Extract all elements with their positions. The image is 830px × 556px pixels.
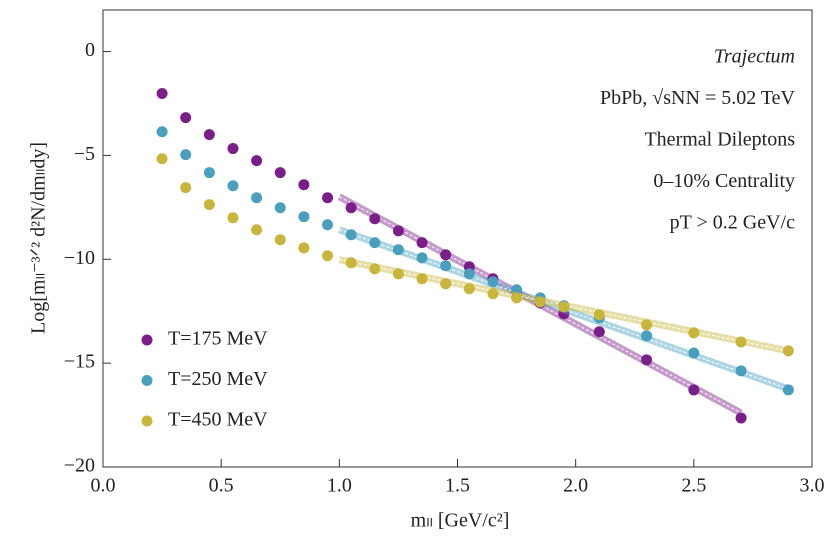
fit-line bbox=[339, 229, 789, 390]
data-point bbox=[251, 224, 263, 236]
data-point bbox=[227, 180, 239, 192]
data-point bbox=[688, 347, 700, 359]
legend-label: T=250 MeV bbox=[168, 368, 268, 390]
y-tick-label: 0 bbox=[85, 39, 95, 61]
legend-label: T=175 MeV bbox=[168, 328, 268, 350]
data-point bbox=[369, 237, 381, 249]
x-tick-label: 0.0 bbox=[91, 475, 116, 497]
data-point bbox=[392, 244, 404, 256]
data-point bbox=[487, 288, 499, 300]
data-point bbox=[274, 234, 286, 246]
x-tick-label: 1.0 bbox=[327, 475, 352, 497]
data-point bbox=[156, 88, 168, 100]
fit-line bbox=[339, 196, 742, 414]
data-point bbox=[534, 296, 546, 308]
data-point bbox=[156, 126, 168, 138]
data-point bbox=[593, 326, 605, 338]
legend-marker bbox=[141, 375, 153, 386]
data-point bbox=[735, 365, 747, 377]
annotation: 0–10% Centrality bbox=[653, 170, 795, 192]
data-point bbox=[322, 219, 334, 231]
legend-marker bbox=[141, 334, 153, 346]
data-point bbox=[251, 192, 263, 204]
data-point bbox=[298, 211, 310, 223]
data-point bbox=[782, 345, 794, 357]
data-point bbox=[416, 237, 428, 249]
data-point bbox=[688, 384, 700, 396]
data-point bbox=[203, 167, 215, 179]
legend-marker bbox=[141, 415, 153, 427]
data-point bbox=[440, 249, 452, 261]
y-tick-label: −5 bbox=[74, 143, 95, 165]
data-point bbox=[688, 327, 700, 339]
data-point bbox=[511, 292, 523, 304]
data-point bbox=[345, 202, 357, 214]
data-point bbox=[641, 330, 653, 342]
data-point bbox=[463, 268, 475, 280]
data-point bbox=[298, 242, 310, 254]
y-axis-label: Log[mₗₗ⁻³ᐟ² d²N/dmₗₗdy] bbox=[28, 142, 50, 334]
annotation: Thermal Dileptons bbox=[644, 129, 795, 151]
data-point bbox=[416, 252, 428, 264]
legend-label: T=450 MeV bbox=[168, 409, 268, 431]
data-point bbox=[735, 412, 747, 424]
data-point bbox=[593, 309, 605, 321]
y-tick-label: −20 bbox=[64, 455, 95, 477]
data-point bbox=[227, 212, 239, 224]
data-point bbox=[463, 283, 475, 295]
x-tick-label: 0.5 bbox=[209, 475, 234, 497]
data-point bbox=[322, 192, 334, 204]
data-point bbox=[392, 268, 404, 280]
y-tick-label: −10 bbox=[64, 247, 95, 269]
data-point bbox=[641, 319, 653, 331]
data-point bbox=[440, 260, 452, 272]
data-point bbox=[274, 167, 286, 179]
data-point bbox=[511, 284, 523, 296]
annotation: Trajectum bbox=[714, 46, 795, 68]
x-tick-label: 3.0 bbox=[800, 475, 825, 497]
data-point bbox=[782, 384, 794, 396]
data-point bbox=[345, 257, 357, 269]
data-point bbox=[735, 336, 747, 348]
x-tick-label: 2.0 bbox=[563, 475, 588, 497]
data-point bbox=[641, 354, 653, 366]
x-tick-label: 1.5 bbox=[445, 475, 470, 497]
data-point bbox=[558, 301, 570, 313]
data-point bbox=[203, 129, 215, 141]
data-point bbox=[298, 179, 310, 191]
annotation: PbPb, √sNN = 5.02 TeV bbox=[600, 87, 796, 109]
data-point bbox=[156, 153, 168, 165]
data-point bbox=[369, 263, 381, 275]
data-point bbox=[416, 273, 428, 285]
data-point bbox=[274, 202, 286, 214]
plot-frame bbox=[102, 9, 813, 468]
data-point bbox=[345, 229, 357, 241]
x-tick-label: 2.5 bbox=[681, 475, 706, 497]
data-point bbox=[440, 278, 452, 290]
fit-line bbox=[339, 259, 789, 352]
data-point bbox=[392, 225, 404, 237]
data-point bbox=[251, 155, 263, 167]
data-point bbox=[180, 149, 192, 161]
data-point bbox=[180, 112, 192, 124]
data-point bbox=[227, 143, 239, 155]
annotation: pT > 0.2 GeV/c bbox=[670, 212, 795, 234]
x-axis-label: mₗₗ [GeV/c²] bbox=[411, 510, 510, 532]
data-point bbox=[369, 213, 381, 225]
y-tick-label: −15 bbox=[64, 351, 95, 373]
data-point bbox=[322, 250, 334, 262]
data-point bbox=[203, 199, 215, 211]
data-point bbox=[487, 276, 499, 288]
data-point bbox=[180, 182, 192, 194]
